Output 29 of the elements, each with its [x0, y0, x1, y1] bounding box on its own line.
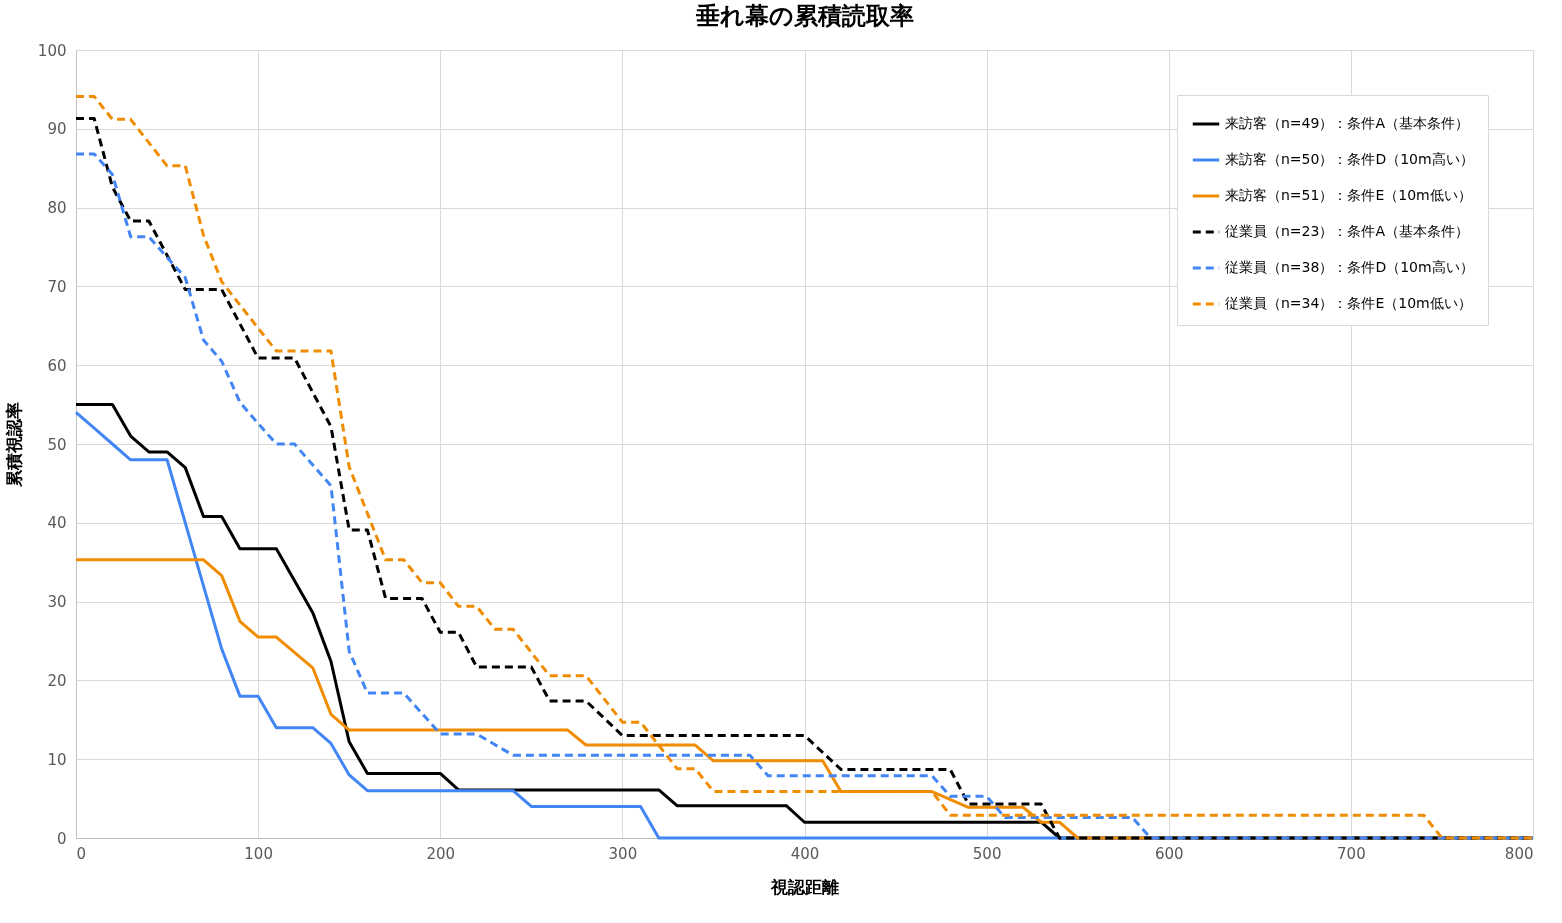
y-tick-label: 80: [47, 199, 67, 218]
legend-label: 来訪客（n=50）：条件D（10m高い）: [1225, 151, 1474, 167]
y-tick-label: 70: [47, 277, 67, 296]
legend-label: 従業員（n=38）：条件D（10m高い）: [1225, 259, 1474, 275]
x-axis-title: 視認距離: [770, 876, 839, 897]
y-axis-title: 累積視認率: [3, 402, 24, 488]
legend-label: 従業員（n=23）：条件A（基本条件）: [1225, 223, 1469, 239]
y-tick-label: 10: [47, 750, 67, 769]
y-tick-label: 40: [47, 514, 67, 533]
y-tick-label: 100: [37, 41, 67, 60]
chart-title: 垂れ幕の累積読取率: [694, 2, 914, 30]
x-tick-label: 800: [1504, 844, 1534, 863]
y-tick-label: 20: [47, 671, 67, 690]
legend-label: 従業員（n=34）：条件E（10m低い）: [1225, 295, 1472, 311]
y-tick-label: 50: [47, 435, 67, 454]
legend-label: 来訪客（n=51）：条件E（10m低い）: [1225, 187, 1472, 203]
y-tick-label: 90: [47, 120, 67, 139]
x-tick-label: 200: [426, 844, 456, 863]
x-tick-label: 0: [76, 844, 87, 863]
y-tick-label: 30: [47, 593, 67, 612]
x-tick-label: 600: [1154, 844, 1184, 863]
y-tick-label: 0: [56, 829, 67, 848]
x-tick-label: 400: [790, 844, 820, 863]
x-tick-label: 100: [244, 844, 273, 863]
x-tick-label: 500: [972, 844, 1002, 863]
y-tick-label: 60: [47, 356, 67, 375]
x-tick-label: 300: [608, 844, 638, 863]
legend-label: 来訪客（n=49）：条件A（基本条件）: [1225, 115, 1469, 131]
x-tick-label: 700: [1337, 844, 1366, 863]
